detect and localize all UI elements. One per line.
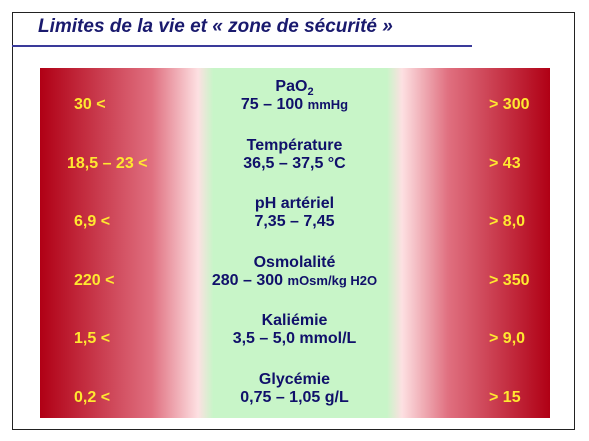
low-limit: 1,5 < xyxy=(74,330,111,347)
range-text: 7,35 – 7,45 xyxy=(254,213,335,230)
name-text: Température xyxy=(246,136,343,154)
normal-range: 0,75 – 1,05 g/L xyxy=(0,389,589,407)
name-text: Kaliémie xyxy=(261,312,328,329)
low-limit: 220 < xyxy=(74,271,115,289)
high-limit: > 9,0 xyxy=(489,330,526,347)
range-text: 3,5 – 5,0 mmol/L xyxy=(232,330,357,347)
low-limit: 6,9 < xyxy=(74,213,111,230)
range-text: 280 – 300 xyxy=(211,271,284,289)
parameter-name: PaO2 xyxy=(0,78,589,98)
normal-range: 36,5 – 37,5 °C xyxy=(0,155,589,173)
range-unit: mmHg xyxy=(307,97,349,112)
high-limit: > 300 xyxy=(489,96,530,113)
name-subscript: 2 xyxy=(307,86,314,99)
name-text: Osmolalité xyxy=(253,253,336,271)
parameter-name: Température xyxy=(0,137,589,155)
title-rule xyxy=(12,45,472,47)
low-limit: 18,5 – 23 < xyxy=(67,154,148,172)
title: Limites de la vie et « zone de sécurité … xyxy=(38,16,393,37)
low-limit: 30 < xyxy=(74,96,106,113)
parameter-name: Osmolalité xyxy=(0,254,589,272)
range-unit: mOsm/kg H2O xyxy=(287,272,378,288)
normal-range: 3,5 – 5,0 mmol/L xyxy=(0,330,589,348)
normal-range: 75 – 100 mmHg xyxy=(0,96,589,114)
high-limit: > 8,0 xyxy=(489,213,526,230)
low-limit: 0,2 < xyxy=(74,388,111,406)
high-limit: > 350 xyxy=(489,271,530,289)
parameter-name: Glycémie xyxy=(0,371,589,389)
parameter-name: Kaliémie xyxy=(0,312,589,330)
high-limit: > 43 xyxy=(489,154,521,172)
high-limit: > 15 xyxy=(489,388,521,406)
range-text: 36,5 – 37,5 °C xyxy=(243,154,346,172)
name-text: Glycémie xyxy=(258,370,331,388)
name-text: pH artériel xyxy=(254,195,335,212)
frame xyxy=(12,12,575,430)
normal-range: 7,35 – 7,45 xyxy=(0,213,589,231)
normal-range: 280 – 300 mOsm/kg H2O xyxy=(0,272,589,290)
name-text: PaO xyxy=(275,78,308,95)
range-text: 0,75 – 1,05 g/L xyxy=(240,388,349,406)
range-text: 75 – 100 xyxy=(240,96,304,113)
parameter-name: pH artériel xyxy=(0,195,589,213)
gradient-band xyxy=(40,68,550,418)
